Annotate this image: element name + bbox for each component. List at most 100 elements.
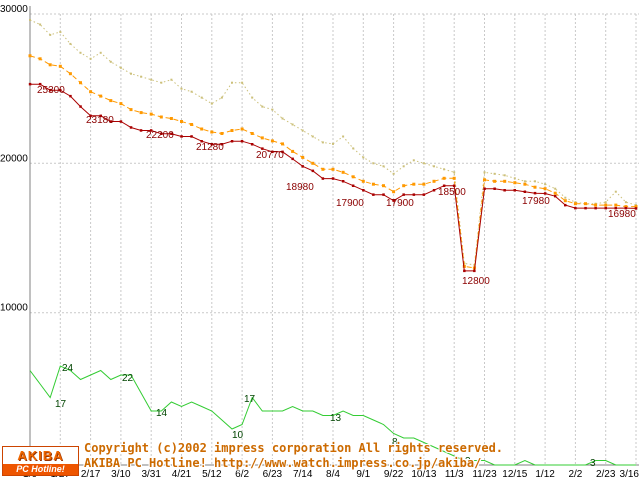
average-price-marker	[190, 123, 194, 126]
gridlines	[30, 13, 639, 465]
lowest-price-marker	[523, 190, 527, 193]
highest-price-marker	[402, 165, 405, 168]
average-price-marker	[331, 167, 335, 171]
highest-price-marker	[362, 156, 365, 159]
lowest-price-marker	[149, 129, 153, 132]
x-tick-label: 6/2	[235, 469, 249, 480]
highest-price-marker	[564, 196, 567, 199]
series-shop-count	[29, 365, 636, 466]
lowest-price-marker	[180, 135, 183, 138]
average-price-marker	[392, 190, 396, 194]
average-price-marker	[220, 132, 224, 135]
price-value-label: 23180	[86, 115, 114, 126]
average-price-marker	[462, 264, 466, 268]
count-value-label: 13	[330, 413, 342, 424]
lowest-price-marker	[210, 143, 214, 146]
highest-price-marker	[69, 42, 72, 45]
lowest-price-marker	[79, 105, 82, 108]
x-tick-label: 12/15	[502, 469, 527, 480]
lowest-price-marker	[513, 189, 516, 192]
lowest-price-marker	[200, 140, 203, 143]
highest-price-marker	[513, 177, 516, 180]
shop-count-line	[29, 365, 636, 466]
lowest-price-marker	[240, 140, 244, 143]
average-price-marker	[260, 136, 264, 140]
highest-price-marker	[261, 105, 264, 108]
lowest-price-marker	[584, 206, 587, 210]
average-price-marker	[361, 179, 365, 183]
lowest-price-marker	[564, 203, 567, 207]
average-price-marker	[412, 182, 416, 186]
x-tick-label: 8/4	[326, 469, 340, 480]
highest-price-marker	[614, 190, 617, 193]
average-price-marker	[553, 191, 557, 195]
highest-price-marker	[150, 78, 153, 81]
lowest-price-marker	[261, 147, 264, 150]
highest-price-marker	[29, 19, 31, 21]
highest-price-marker	[554, 187, 557, 190]
highest-price-marker	[79, 51, 82, 54]
x-tick-label: 11/3	[445, 469, 464, 480]
average-price-marker	[230, 129, 234, 132]
lowest-price-marker	[129, 126, 133, 129]
price-value-label: 17980	[522, 196, 550, 207]
lowest-price-marker	[89, 114, 92, 118]
highest-price-marker	[544, 183, 547, 186]
lowest-price-marker	[160, 132, 163, 135]
average-price-marker	[422, 182, 426, 186]
price-value-label: 21280	[196, 142, 224, 153]
average-price-marker	[48, 63, 52, 67]
x-tick-label: 2/23	[596, 469, 616, 480]
average-price-marker	[89, 90, 93, 94]
series-highest-price	[29, 19, 637, 266]
average-price-marker	[604, 203, 608, 207]
average-price-marker	[432, 179, 436, 183]
x-tick-label: 6/23	[263, 469, 283, 480]
average-price-marker	[250, 132, 254, 135]
average-price-marker	[563, 199, 567, 203]
average-price-marker	[68, 72, 72, 76]
x-tick-label: 4/21	[172, 469, 192, 480]
average-price-marker	[351, 175, 355, 179]
average-price-marker	[382, 184, 385, 188]
lowest-price-marker	[190, 135, 193, 138]
highest-price-marker	[109, 60, 112, 63]
x-tick-label: 1/12	[535, 469, 555, 480]
highest-price-marker	[281, 117, 284, 120]
lowest-price-marker	[250, 143, 254, 146]
highest-price-marker	[624, 201, 627, 204]
lowest-price-marker	[341, 180, 345, 183]
highest-price-marker	[160, 81, 163, 84]
average-price-marker	[58, 64, 62, 68]
highest-price-marker	[321, 141, 324, 144]
highest-price-marker	[200, 96, 203, 99]
average-price-marker	[533, 185, 537, 189]
average-price-marker	[119, 102, 123, 106]
x-tick-labels: 1/61/272/173/103/314/215/126/26/237/148/…	[23, 469, 639, 480]
highest-price-marker	[140, 75, 143, 78]
x-tick-label: 3/16	[620, 469, 640, 480]
average-price-marker	[281, 142, 284, 146]
copyright-text: Copyright (c)2002 impress corporation Al…	[84, 441, 504, 455]
x-tick-label: 7/14	[293, 469, 313, 480]
average-price-marker	[624, 205, 628, 209]
lowest-price-marker	[230, 140, 234, 143]
highest-price-marker	[99, 51, 102, 54]
highest-price-marker	[453, 171, 456, 174]
average-price-marker	[139, 111, 143, 115]
price-value-label: 18500	[438, 187, 466, 198]
average-price-marker	[523, 182, 527, 186]
lowest-price-marker	[554, 194, 557, 198]
count-value-label: 14	[156, 408, 168, 419]
x-tick-label: 2/17	[81, 469, 101, 480]
lowest-price-marker	[281, 150, 284, 154]
lowest-price-marker	[372, 193, 375, 196]
lowest-price-marker	[412, 193, 416, 196]
price-value-label: 17900	[386, 198, 414, 209]
count-value-label: 17	[55, 399, 67, 410]
lowest-price-marker	[170, 132, 173, 135]
lowest-price-marker	[49, 88, 52, 92]
count-value-label: 17	[244, 394, 256, 405]
highest-price-marker	[332, 142, 334, 145]
